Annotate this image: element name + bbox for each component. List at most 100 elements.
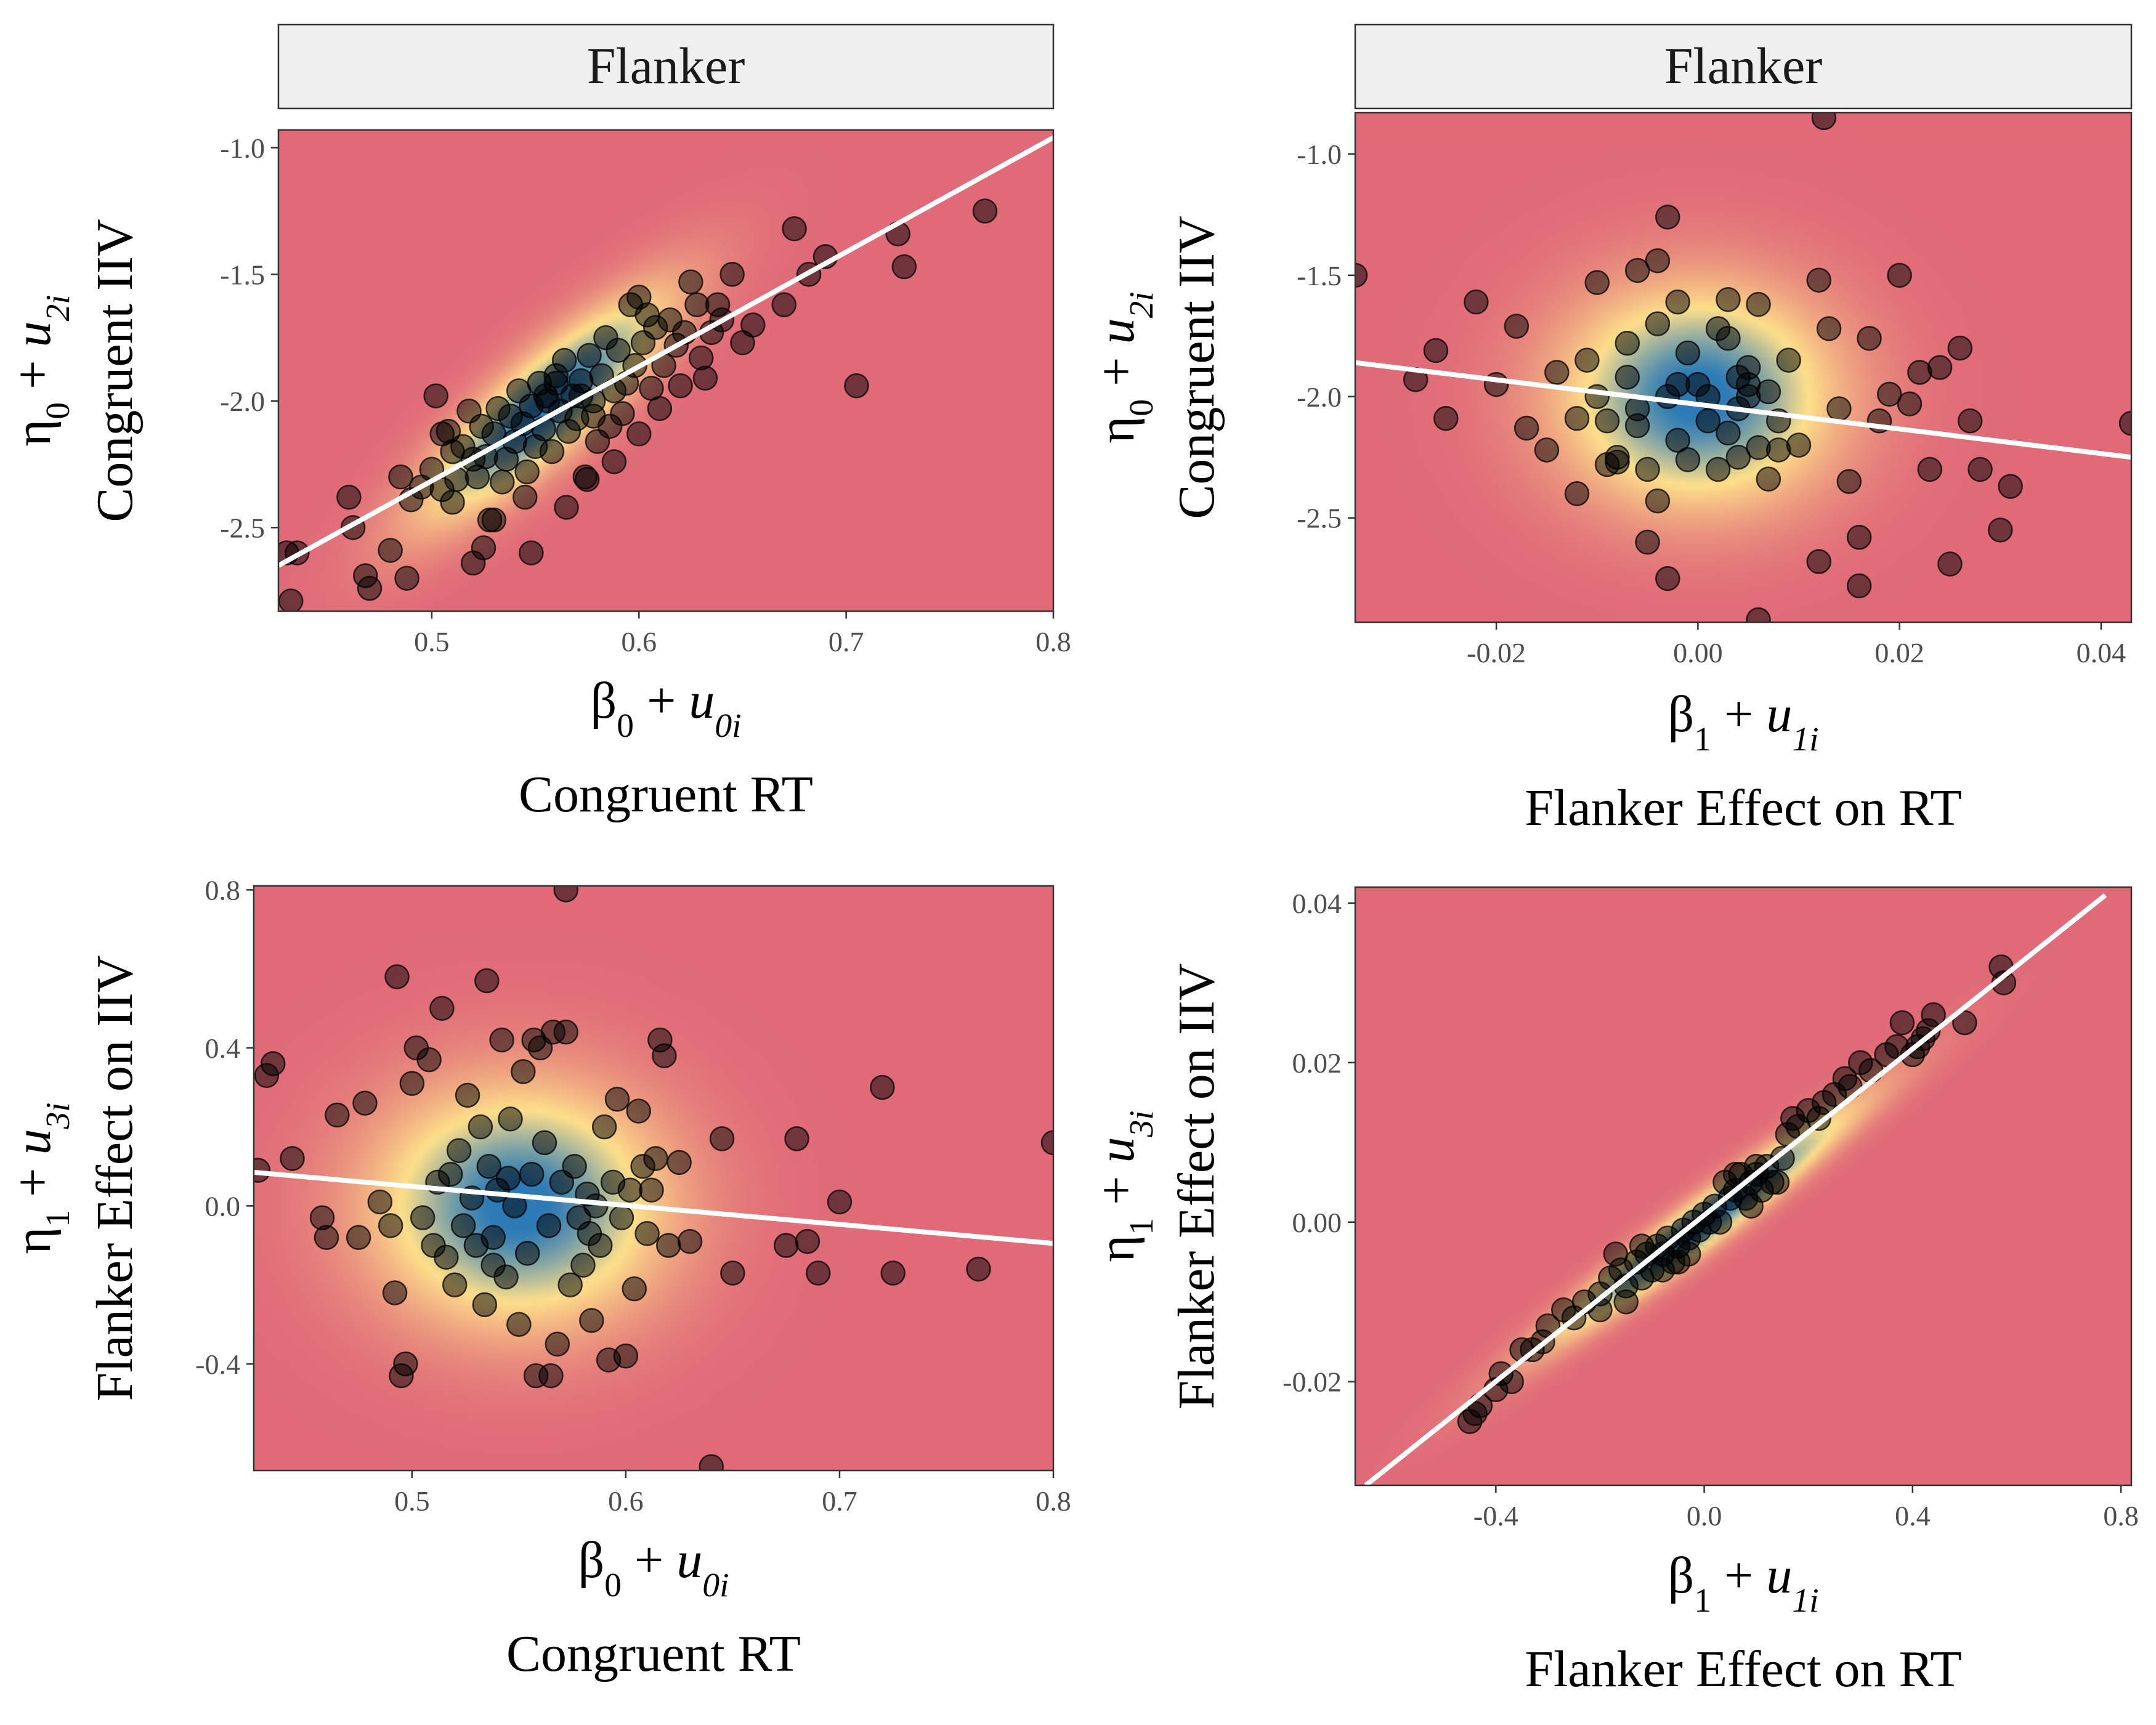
y-axis-label: Flanker Effect on IIV [1168,964,1225,1410]
data-point [1921,1002,1946,1028]
point-layer [278,198,998,611]
data-point [771,292,796,317]
data-point [514,1241,540,1266]
strip-header [277,23,1055,110]
data-point [557,1272,583,1297]
data-point [434,1244,459,1270]
data-point [514,459,540,485]
data-point [468,1114,493,1140]
data-point [601,449,627,474]
data-point [609,1205,634,1230]
data-point [539,439,565,465]
x-tick-label: 0.5 [394,1485,430,1517]
data-point [1574,347,1600,373]
x-tick-label: 0.8 [1035,626,1071,657]
data-point [622,1276,647,1302]
data-point [394,566,419,591]
y-tick-label: 0.04 [1292,888,1342,919]
data-point [720,1260,745,1286]
data-point [577,343,602,368]
y-axis-math-label: η1 + u3i [4,1102,76,1254]
data-point [1806,549,1831,574]
data-point [1947,335,1973,361]
y-tick-label: 0.8 [205,874,241,906]
y-tick-label: -0.4 [195,1349,240,1380]
data-point [626,1098,651,1124]
data-point [678,269,703,294]
data-point [1615,330,1640,356]
data-point [639,1177,664,1203]
x-tick-label: 0.6 [608,1485,644,1517]
regression-line [1364,893,2107,1485]
data-point [1746,291,1771,317]
data-point [1676,1241,1701,1267]
data-point [1695,408,1720,434]
data-point [1645,488,1671,514]
data-point [1952,1010,1977,1036]
data-point [773,1233,799,1258]
data-point [1464,289,1489,315]
data-point [634,1221,660,1246]
y-axis-math-label: η0 + u2i [1088,291,1160,443]
data-point [1957,408,1983,434]
x-tick-label: 0.00 [1673,637,1723,668]
data-point [844,373,869,399]
y-tick-label: -0.02 [1283,1366,1342,1398]
x-tick-label: 0.5 [414,626,450,657]
y-tick-label: -2.0 [1297,381,1342,413]
data-point [554,495,579,520]
data-point [471,535,496,561]
panel-border [1354,886,2133,1487]
data-point [393,1351,418,1377]
point-layer [1355,113,2131,622]
data-point [1675,340,1701,366]
data-point [709,1126,735,1151]
strip-header [1354,23,2133,110]
y-tick-label: -1.0 [1297,139,1342,170]
data-point [784,1126,809,1151]
y-tick-label: 0.4 [205,1033,241,1064]
data-point [260,1051,286,1076]
data-point [1534,437,1560,463]
data-point [423,383,448,408]
x-axis-math-label: β1 + u1i [1668,1547,1819,1619]
data-point [498,1106,523,1132]
data-point [1355,262,1368,288]
x-tick-label: 0.6 [622,626,657,657]
data-point [972,198,998,224]
data-point [536,1213,562,1238]
data-point [1564,481,1590,506]
data-point [474,968,500,994]
data-point [1594,408,1620,434]
data-point [684,292,710,317]
y-tick-label: 0.0 [205,1190,241,1222]
data-point [1826,396,1852,421]
data-point [1544,360,1570,385]
data-point [538,1363,564,1389]
data-point [1650,1257,1676,1283]
x-axis-math-label: β0 + u0i [591,672,742,744]
data-point [579,1308,604,1333]
data-point [336,484,362,510]
data-point [1735,371,1761,397]
y-tick-label: -1.0 [220,132,265,164]
data-point [652,1043,677,1068]
data-point [1877,381,1902,407]
data-point [1811,113,1837,131]
data-point [382,1280,408,1305]
data-point [795,1228,821,1254]
data-point [966,1256,991,1282]
data-point [1613,1289,1639,1315]
data-point [1040,1130,1053,1156]
x-tick-label: 0.8 [2103,1500,2139,1532]
data-point [1665,289,1690,315]
data-point [440,489,465,515]
x-tick-label: 0.4 [1895,1500,1931,1532]
data-point [604,1087,630,1112]
data-point [1897,391,1923,416]
data-point [472,1292,498,1317]
data-point [446,1138,472,1163]
data-point [455,1082,480,1108]
data-point [553,1020,578,1045]
data-point [378,538,403,563]
